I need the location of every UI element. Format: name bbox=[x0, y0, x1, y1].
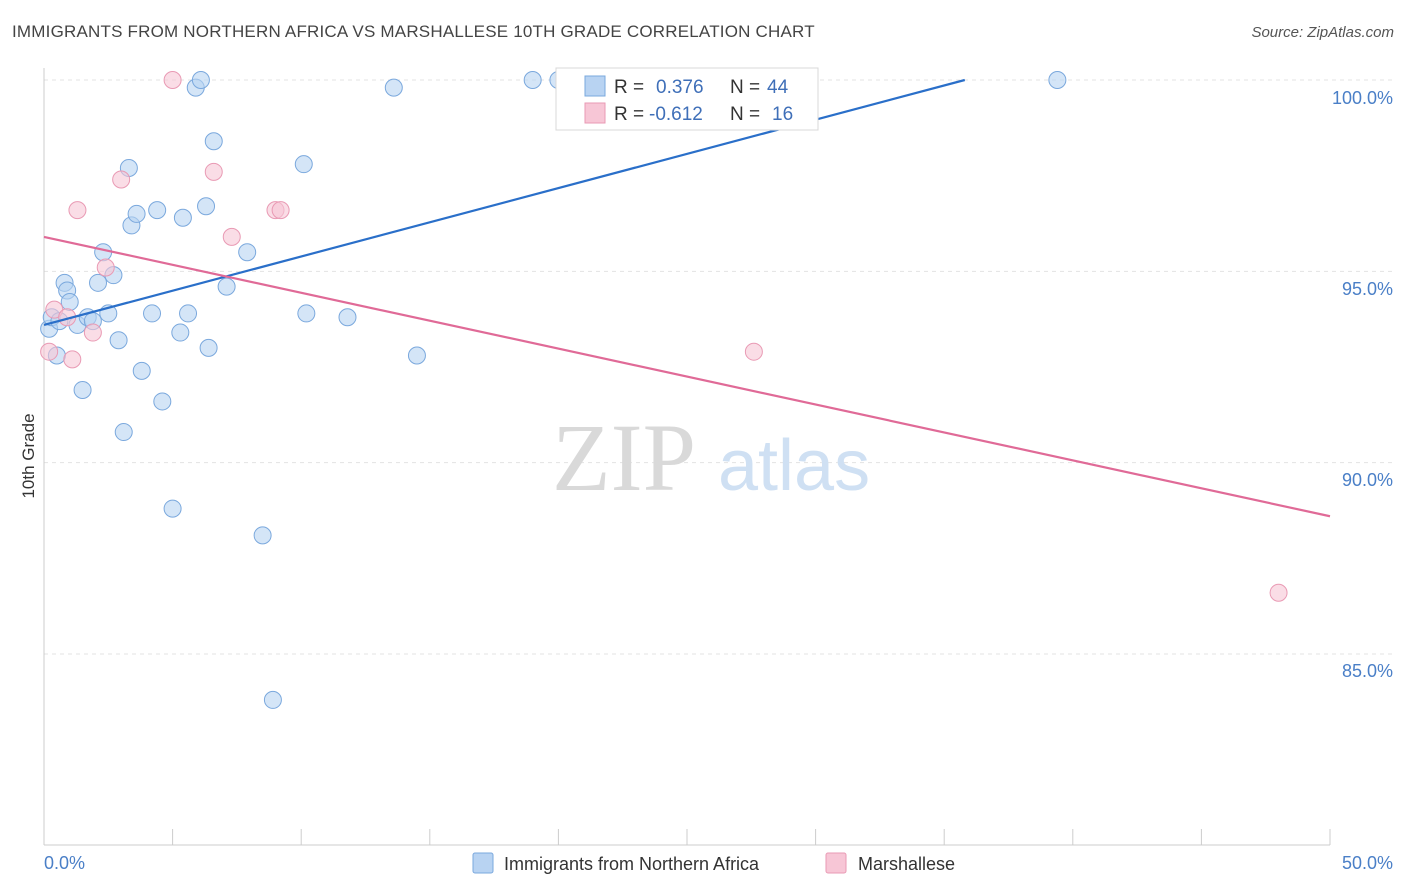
immigrants-point bbox=[143, 304, 162, 323]
marshallese-point bbox=[271, 201, 290, 220]
immigrants-point bbox=[407, 346, 426, 365]
series-marshallese-points bbox=[40, 71, 1288, 602]
marshallese-point bbox=[40, 342, 59, 361]
immigrants-point bbox=[253, 526, 272, 545]
chart-title: IMMIGRANTS FROM NORTHERN AFRICA VS MARSH… bbox=[12, 22, 815, 41]
y-tick-label-90: 90.0% bbox=[1342, 470, 1393, 490]
legend-r-value-blue: 0.376 bbox=[656, 77, 704, 98]
y-tick-label-85: 85.0% bbox=[1342, 661, 1393, 681]
immigrants-point bbox=[523, 71, 542, 89]
watermark: ZIP atlas bbox=[552, 404, 870, 511]
trend-line-immigrants bbox=[43, 78, 966, 326]
x-tick-label-50: 50.0% bbox=[1342, 853, 1393, 873]
bottom-legend-swatch-pink bbox=[825, 852, 847, 874]
legend-swatch-pink bbox=[584, 102, 606, 124]
immigrants-point bbox=[263, 690, 282, 709]
immigrants-point bbox=[171, 323, 190, 342]
marshallese-point bbox=[63, 350, 82, 369]
immigrants-point bbox=[127, 204, 146, 223]
immigrants-point bbox=[199, 338, 218, 357]
immigrants-point bbox=[114, 423, 133, 442]
bottom-legend-label-blue: Immigrants from Northern Africa bbox=[504, 854, 760, 874]
marshallese-point bbox=[68, 201, 87, 220]
watermark-zip: ZIP bbox=[552, 404, 696, 511]
immigrants-point bbox=[217, 277, 236, 296]
legend-swatch-blue bbox=[584, 75, 606, 97]
immigrants-point bbox=[73, 380, 92, 399]
axes bbox=[43, 68, 1331, 846]
legend-r-label-blue: R = bbox=[614, 77, 644, 98]
immigrants-point bbox=[163, 499, 182, 518]
marshallese-point bbox=[744, 342, 763, 361]
marshallese-point bbox=[163, 71, 182, 89]
immigrants-point bbox=[60, 292, 79, 311]
y-tick-label-100: 100.0% bbox=[1332, 88, 1393, 108]
series-legend: Immigrants from Northern Africa Marshall… bbox=[472, 852, 955, 874]
immigrants-point bbox=[338, 308, 357, 327]
bottom-legend-label-pink: Marshallese bbox=[858, 854, 955, 874]
immigrants-point bbox=[173, 208, 192, 227]
legend-n-label-blue: N = bbox=[730, 77, 760, 98]
immigrants-point bbox=[238, 243, 257, 262]
series-immigrants-points bbox=[40, 71, 1067, 709]
immigrants-point bbox=[94, 243, 113, 262]
immigrants-point bbox=[148, 201, 167, 220]
bottom-legend-swatch-blue bbox=[472, 852, 494, 874]
immigrants-point bbox=[197, 197, 216, 216]
immigrants-point bbox=[204, 132, 223, 151]
marshallese-point bbox=[112, 170, 131, 189]
marshallese-point bbox=[83, 323, 102, 342]
marshallese-point bbox=[1269, 583, 1288, 602]
marshallese-point bbox=[222, 227, 241, 246]
immigrants-point bbox=[109, 331, 128, 350]
immigrants-point bbox=[132, 361, 151, 380]
chart-source: Source: ZipAtlas.com bbox=[1251, 24, 1394, 41]
legend-r-label-pink: R = bbox=[614, 104, 644, 125]
y-axis-label: 10th Grade bbox=[19, 413, 38, 498]
stats-legend: R = 0.376 N = 44 R = -0.612 N = 16 bbox=[555, 67, 819, 131]
marshallese-point bbox=[96, 258, 115, 277]
immigrants-point bbox=[191, 71, 210, 89]
x-tick-labels: 0.0% 50.0% bbox=[44, 853, 1393, 873]
immigrants-point bbox=[89, 273, 108, 292]
immigrants-point bbox=[179, 304, 198, 323]
x-tick-label-0: 0.0% bbox=[44, 853, 85, 873]
legend-n-value-pink: 16 bbox=[772, 104, 793, 125]
immigrants-point bbox=[294, 155, 313, 174]
immigrants-point bbox=[297, 304, 316, 323]
trend-line-marshallese bbox=[43, 235, 1331, 518]
grid-lines bbox=[44, 79, 1392, 655]
immigrants-point bbox=[384, 78, 403, 97]
y-tick-labels: 85.0% 90.0% 95.0% 100.0% bbox=[1332, 88, 1393, 681]
marshallese-point bbox=[204, 162, 223, 181]
watermark-atlas: atlas bbox=[718, 426, 870, 506]
y-tick-label-95: 95.0% bbox=[1342, 279, 1393, 299]
legend-r-value-pink: -0.612 bbox=[649, 104, 703, 125]
immigrants-point bbox=[1048, 71, 1067, 89]
legend-n-label-pink: N = bbox=[730, 104, 760, 125]
immigrants-point bbox=[153, 392, 172, 411]
legend-n-value-blue: 44 bbox=[767, 77, 789, 98]
